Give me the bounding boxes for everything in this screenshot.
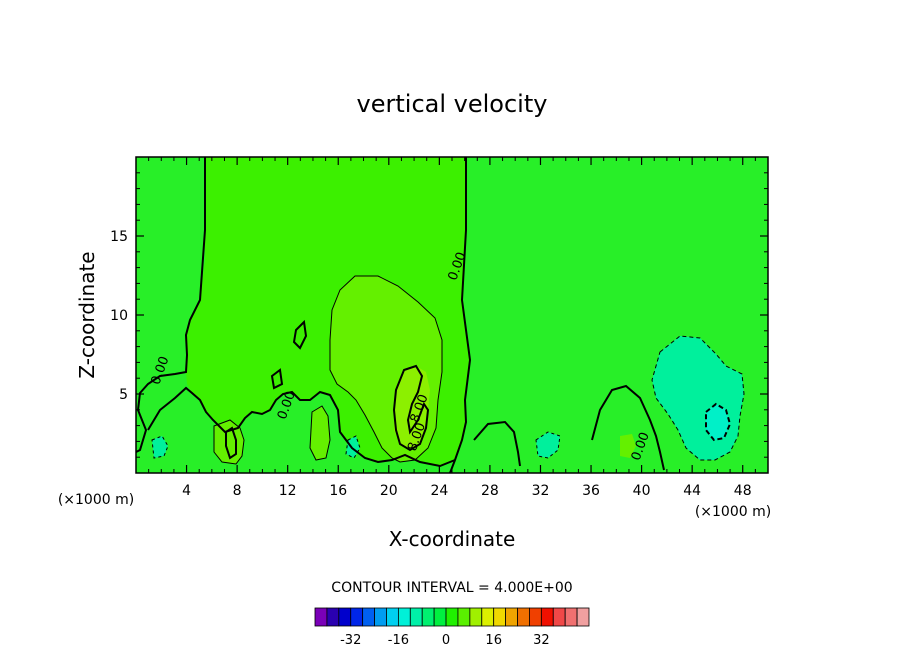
x-tick-label: 36 [582,483,600,499]
colorbar-tick-label: 0 [442,633,450,648]
colorbar-cell [338,607,352,627]
contour-interval: CONTOUR INTERVAL = 4.000E+00 [331,580,572,596]
x-tick-label: 32 [532,483,550,499]
plot-area [135,157,768,474]
colorbar [314,607,590,627]
contour-neg-small-1 [535,431,561,459]
colorbar-cell [374,607,387,627]
x-tick-label: 8 [233,483,242,499]
colorbar-cell [576,607,590,627]
colorbar-cell [326,607,340,627]
contour-8-left [225,426,237,460]
colorbar-cell [552,607,566,627]
colorbar-cell [481,607,495,627]
x-tick-label: 28 [481,483,499,499]
x-tick-label: 12 [279,483,297,499]
x-tick-label: 48 [734,483,752,499]
colorbar-tick-label: -16 [388,633,409,648]
colorbar-cell [433,607,447,627]
colorbar-cell [540,607,554,627]
colorbar-cell [409,607,423,627]
region-updraft-right [620,434,636,458]
y-tick-label: 10 [110,308,128,324]
colorbar-cell [457,607,471,627]
contour-8-updraft [392,364,430,452]
colorbar-tick-label: 32 [533,633,550,648]
zero-contour-bottom-mid [473,420,521,467]
region-downdraft-small-1 [536,432,560,458]
region-downdraft-core [706,404,730,440]
colorbar-cell [362,607,375,627]
x-axis-label: X-coordinate [389,527,516,551]
contour-4-updraft [329,275,443,463]
contour-neg-8 [705,402,732,442]
y-tick-label: 5 [119,387,128,403]
contour-neg-4 [651,335,745,461]
contour-4-left [213,419,245,465]
colorbar-cell [564,607,578,627]
x-tick-label: 16 [329,483,347,499]
colorbar-cell [505,607,518,627]
x-tick-label: 20 [380,483,398,499]
colorbar-cell [529,607,542,627]
colorbar-cell [350,607,364,627]
colorbar-cell [469,607,483,627]
colorbar-cell [517,607,530,627]
x-tick-label: 40 [633,483,651,499]
contour-neg-small-2 [151,435,169,459]
y-tick-label: 15 [110,229,128,245]
region-downdraft-small-2 [152,436,168,458]
zero-contour-bottom-left [147,386,456,468]
contour-4-mid [309,405,331,461]
colorbar-cell [445,607,459,627]
region-updraft-mid [310,406,330,460]
x-unit-left: (×1000 m) [58,492,134,508]
colorbar-cell [493,607,507,627]
contour-neg-small-3 [345,435,361,459]
colorbar-ticks: -32 -16 0 16 32 [340,633,549,648]
colorbar-cell [386,607,399,627]
chart-title: vertical velocity [357,90,548,118]
x-tick-label: 44 [683,483,701,499]
zero-contour-small-1 [292,319,308,350]
zero-contour-left [135,157,206,453]
colorbar-cell [314,607,328,627]
zero-contour-right [449,157,472,474]
zero-contour-right-cell [591,384,665,471]
zero-contour-small-2 [270,368,284,390]
colorbar-cell [397,607,411,627]
colorbar-tick-label: -32 [340,633,361,648]
x-tick-label: 24 [430,483,448,499]
y-axis: 5 10 15 [110,172,768,458]
y-axis-label: Z-coordinate [75,251,99,378]
x-unit-right: (×1000 m) [695,504,771,520]
colorbar-cell [421,607,435,627]
x-tick-label: 4 [182,483,191,499]
x-axis: 4 8 12 16 20 24 28 32 36 40 44 48 [148,157,756,499]
colorbar-tick-label: 16 [485,633,502,648]
